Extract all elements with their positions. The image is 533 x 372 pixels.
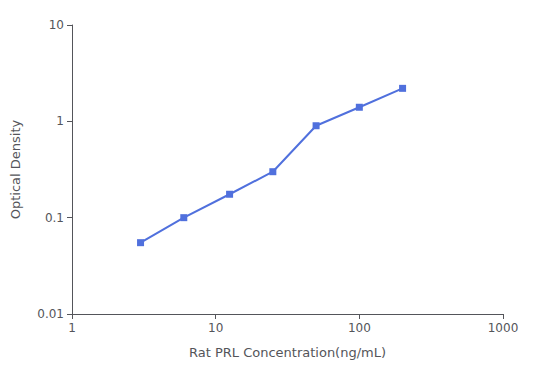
svg-text:100: 100 [348,321,371,335]
svg-text:0.01: 0.01 [37,307,64,321]
svg-text:10: 10 [208,321,223,335]
svg-text:Optical Density: Optical Density [8,119,23,219]
svg-text:0.1: 0.1 [45,211,64,225]
svg-text:1000: 1000 [488,321,519,335]
svg-text:1: 1 [56,114,64,128]
svg-text:1: 1 [68,321,76,335]
svg-text:10: 10 [49,18,64,32]
svg-text:Rat PRL Concentration(ng/mL): Rat PRL Concentration(ng/mL) [189,345,386,360]
